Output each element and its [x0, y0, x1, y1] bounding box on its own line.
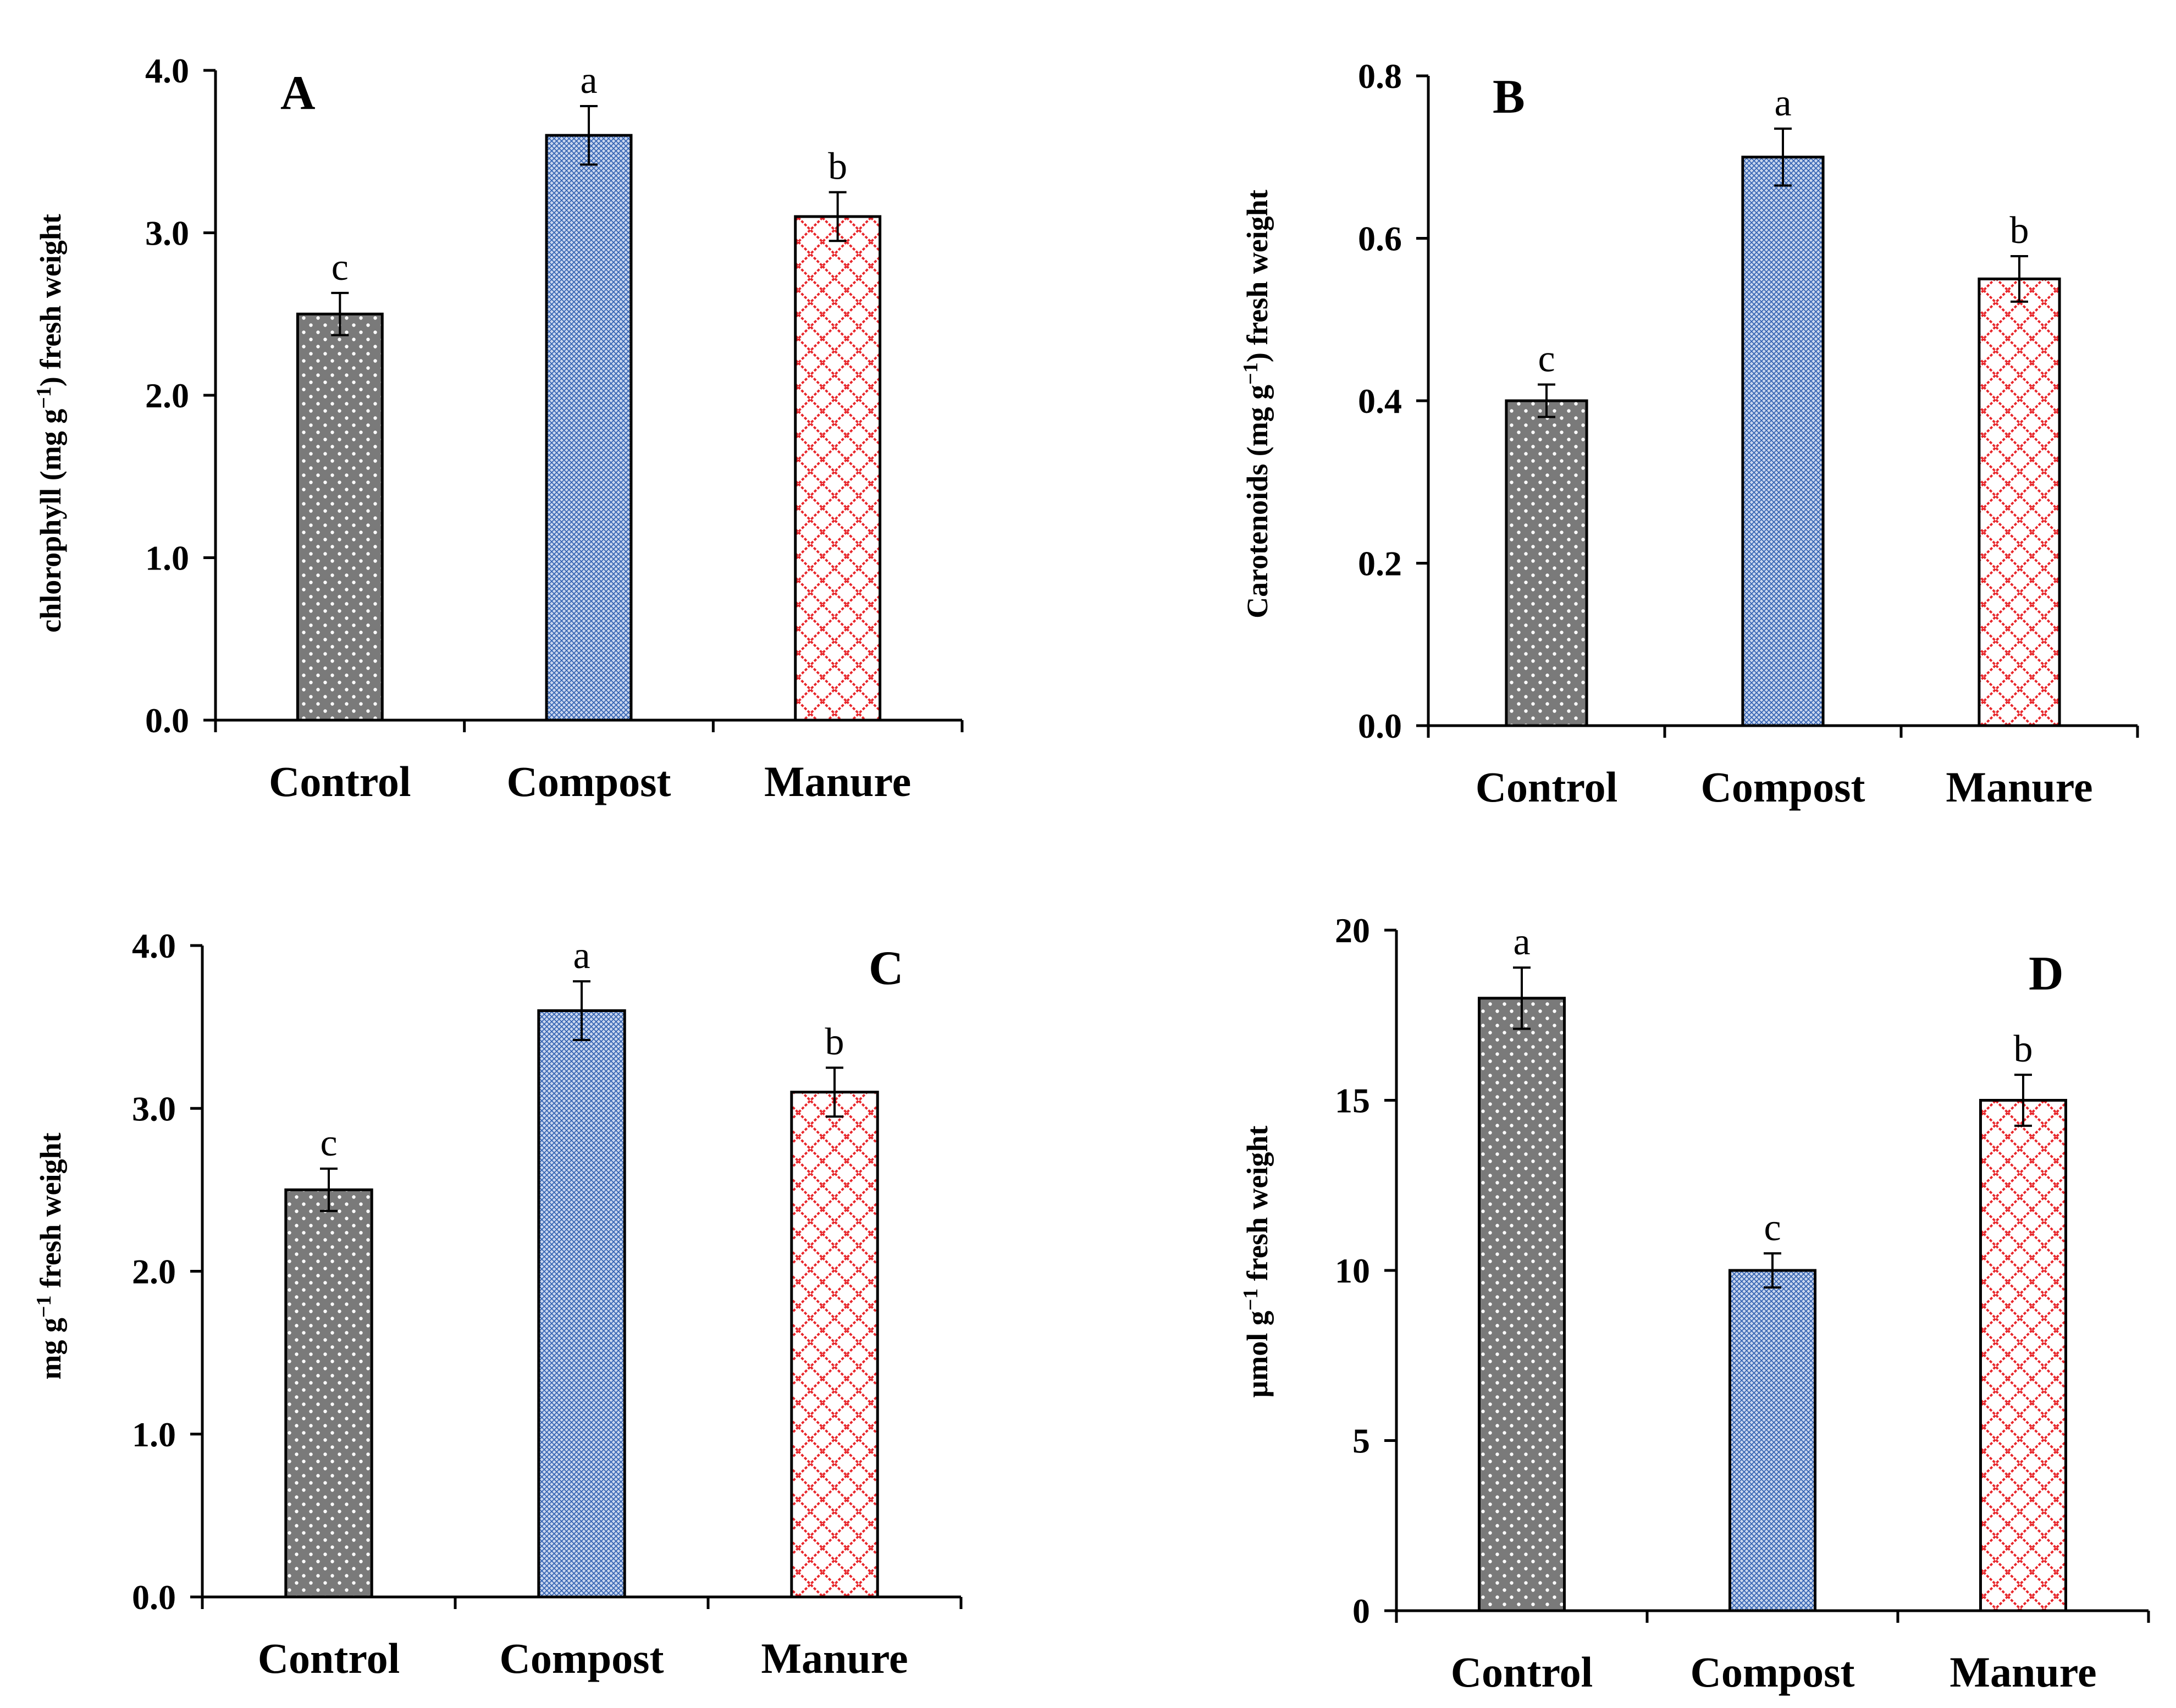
panel-c-category-label: Manure	[761, 1634, 908, 1682]
panel-c-y-tick-label: 1.0	[132, 1415, 176, 1454]
panel-a-y-tick-label: 1.0	[145, 539, 189, 578]
panel-c-category-label: Compost	[499, 1634, 664, 1682]
panel-a-category-label: Control	[269, 758, 411, 805]
panel-c-bar-manure	[790, 1091, 879, 1599]
panel-d-category-label: Compost	[1690, 1648, 1854, 1696]
panel-c-letter: C	[869, 942, 904, 995]
panel-d-category-label: Manure	[1949, 1648, 2096, 1696]
panel-c-y-tick-label: 3.0	[132, 1089, 176, 1128]
panel-c-significance-label: b	[825, 1021, 844, 1063]
panel-c-plot: 0.0 1.0 2.0 3.0 4.0 c Control a Compost b Manure	[132, 926, 963, 1682]
panel-a-bar-control	[296, 312, 384, 722]
panel-a-y-tick-label: 3.0	[145, 214, 189, 253]
panel-c-significance-label: a	[573, 935, 590, 977]
panel-b-y-axis-title: Carotenoids (mg g−1) fresh weight	[1239, 190, 1274, 618]
panel-d-y-tick-label: 10	[1335, 1251, 1370, 1290]
panel-c-y-tick-label: 4.0	[132, 926, 176, 965]
panel-d-y-tick-label: 20	[1335, 911, 1370, 950]
panel-d-y-tick-label: 5	[1352, 1422, 1370, 1461]
panel-a-significance-label: a	[580, 59, 597, 102]
panel-d-y-tick-label: 15	[1335, 1081, 1370, 1120]
panel-b-y-tick-label: 0.8	[1358, 57, 1402, 96]
panel-b: B Carotenoids (mg g−1) fresh weight 0.00…	[1239, 57, 2139, 811]
panel-d: D μmol g−1 fresh weight 0 5 10 15 20 a Control…	[1239, 911, 2150, 1696]
panel-b-significance-label: b	[2010, 209, 2029, 252]
panel-b-category-label: Manure	[1946, 763, 2092, 811]
panel-a-category-label: Compost	[506, 758, 671, 805]
panel-a-significance-label: c	[332, 246, 349, 289]
panel-b-y-tick-label: 0.2	[1358, 544, 1402, 583]
panel-b-category-label: Control	[1476, 763, 1618, 811]
panel-a-y-tick-label: 0.0	[145, 701, 189, 740]
panel-b-bar-control	[1505, 399, 1588, 727]
panel-d-y-tick-label: 0	[1352, 1591, 1370, 1630]
panel-c-y-axis-title: mg g−1 fresh weight	[32, 1132, 67, 1379]
panel-d-y-axis-title: μmol g−1 fresh weight	[1239, 1126, 1274, 1398]
panel-a-plot: 0.0 1.0 2.0 3.0 4.0 c Control a Compost b Manure	[145, 51, 964, 805]
panel-c-y-tick-label: 0.0	[132, 1578, 176, 1617]
panel-d-bar-compost	[1728, 1269, 1817, 1612]
panel-b-bar-compost	[1741, 156, 1825, 727]
panel-c-category-label: Control	[258, 1634, 400, 1682]
panel-a-letter: A	[280, 67, 316, 120]
panel-d-bar-control	[1477, 997, 1566, 1612]
panel-a-bar-compost	[545, 134, 633, 722]
panel-c-bar-control	[284, 1188, 373, 1599]
panel-b-y-tick-label: 0.6	[1358, 219, 1402, 258]
panel-c-bar-compost	[537, 1009, 626, 1599]
panel-b-significance-label: c	[1538, 338, 1555, 380]
panel-d-significance-label: c	[1764, 1207, 1781, 1249]
panel-d-category-label: Control	[1451, 1648, 1593, 1696]
panel-a-bar-manure	[794, 215, 882, 722]
panel-a-category-label: Manure	[764, 758, 911, 805]
panel-a-significance-label: b	[828, 146, 847, 188]
panel-b-letter: B	[1493, 70, 1525, 124]
panel-b-y-tick-label: 0.0	[1358, 706, 1402, 745]
panel-d-bar-manure	[1979, 1099, 2068, 1612]
panel-a: A chlorophyll (mg g−1) fresh weight 0.0 1…	[32, 51, 964, 805]
panel-a-y-tick-label: 4.0	[145, 51, 189, 90]
panel-d-significance-label: a	[1513, 921, 1530, 963]
panel-d-significance-label: b	[2014, 1028, 2033, 1070]
panel-d-plot: 0 5 10 15 20 a Control c Compost b Manure	[1335, 911, 2150, 1696]
panel-c: C mg g−1 fresh weight 0.0 1.0 2.0 3.0 4.0 c Co…	[32, 926, 963, 1682]
panel-b-bar-manure	[1978, 277, 2061, 727]
panel-b-y-tick-label: 0.4	[1358, 382, 1402, 421]
panel-c-y-tick-label: 2.0	[132, 1252, 176, 1291]
panel-b-significance-label: a	[1774, 82, 1791, 124]
panel-b-category-label: Compost	[1700, 763, 1865, 811]
panel-a-y-tick-label: 2.0	[145, 376, 189, 415]
panel-b-plot: 0.0 0.2 0.4 0.6 0.8 c Control a Compost b Manure	[1358, 57, 2139, 811]
panel-a-y-axis-title: chlorophyll (mg g−1) fresh weight	[32, 214, 67, 633]
panel-d-letter: D	[2029, 947, 2064, 1001]
panel-c-significance-label: c	[320, 1122, 337, 1164]
